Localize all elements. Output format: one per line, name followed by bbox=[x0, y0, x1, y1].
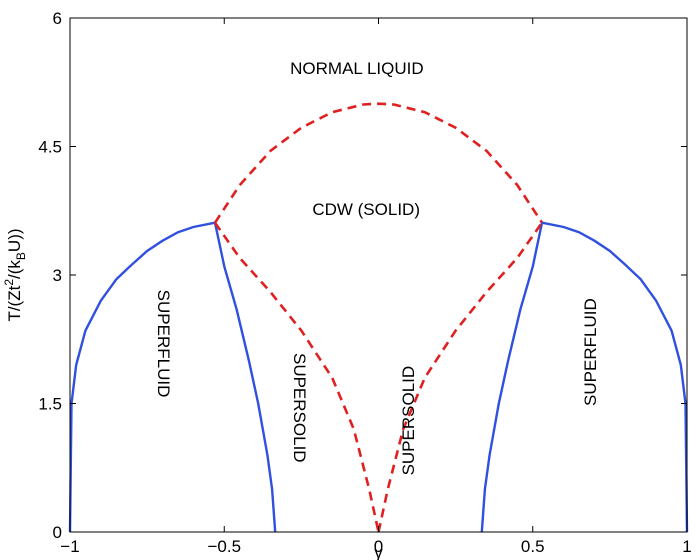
x-tick-label: 0.5 bbox=[521, 537, 545, 556]
y-axis-label-sub: B bbox=[14, 252, 28, 260]
region-label-cdw-solid: CDW (SOLID) bbox=[312, 200, 420, 219]
y-axis-label-end: U)) bbox=[5, 228, 24, 252]
boundary-curves bbox=[68, 102, 689, 533]
y-axis-label-sup: 2 bbox=[2, 279, 16, 286]
region-label-normal-liquid: NORMAL LIQUID bbox=[290, 59, 424, 78]
axis-ticks: −1 −0.5 0 0.5 1 0 1.5 3 4.5 6 bbox=[38, 9, 691, 556]
y-tick-label: 3 bbox=[53, 266, 62, 285]
y-axis-label-mid: /(k bbox=[5, 260, 24, 279]
y-axis-label: T/(Zt2/(kBU)) bbox=[2, 228, 28, 321]
solid-boundary-0 bbox=[68, 221, 216, 533]
x-tick-label: 1 bbox=[682, 537, 691, 556]
y-tick-label: 0 bbox=[53, 523, 62, 542]
dashed-boundary-6 bbox=[377, 221, 544, 533]
region-labels: NORMAL LIQUID CDW (SOLID) SUPERFLUID SUPERS… bbox=[154, 59, 600, 476]
region-label-supersolid: SUPERSOLID bbox=[290, 353, 309, 463]
x-tick-label: −1 bbox=[60, 537, 79, 556]
region-label-superfluid: SUPERFLUID bbox=[581, 298, 600, 406]
solid-boundary-2 bbox=[480, 222, 544, 533]
plot-area-frame bbox=[69, 17, 688, 533]
solid-boundary-1 bbox=[213, 222, 277, 533]
y-tick-label: 1.5 bbox=[38, 395, 62, 414]
region-label-superfluid: SUPERFLUID bbox=[154, 290, 173, 398]
dashed-boundary-5 bbox=[213, 221, 380, 533]
x-tick-label: 0 bbox=[374, 537, 383, 556]
dashed-boundary-4 bbox=[213, 102, 544, 224]
solid-boundary-3 bbox=[541, 221, 689, 533]
y-tick-label: 6 bbox=[53, 9, 62, 28]
region-label-supersolid: SUPERSOLID bbox=[399, 366, 418, 476]
x-axis-label: γ bbox=[374, 543, 383, 560]
y-tick-label: 4.5 bbox=[38, 138, 62, 157]
x-tick-label: −0.5 bbox=[207, 537, 241, 556]
y-axis-label-main: T/(Zt bbox=[5, 285, 24, 321]
